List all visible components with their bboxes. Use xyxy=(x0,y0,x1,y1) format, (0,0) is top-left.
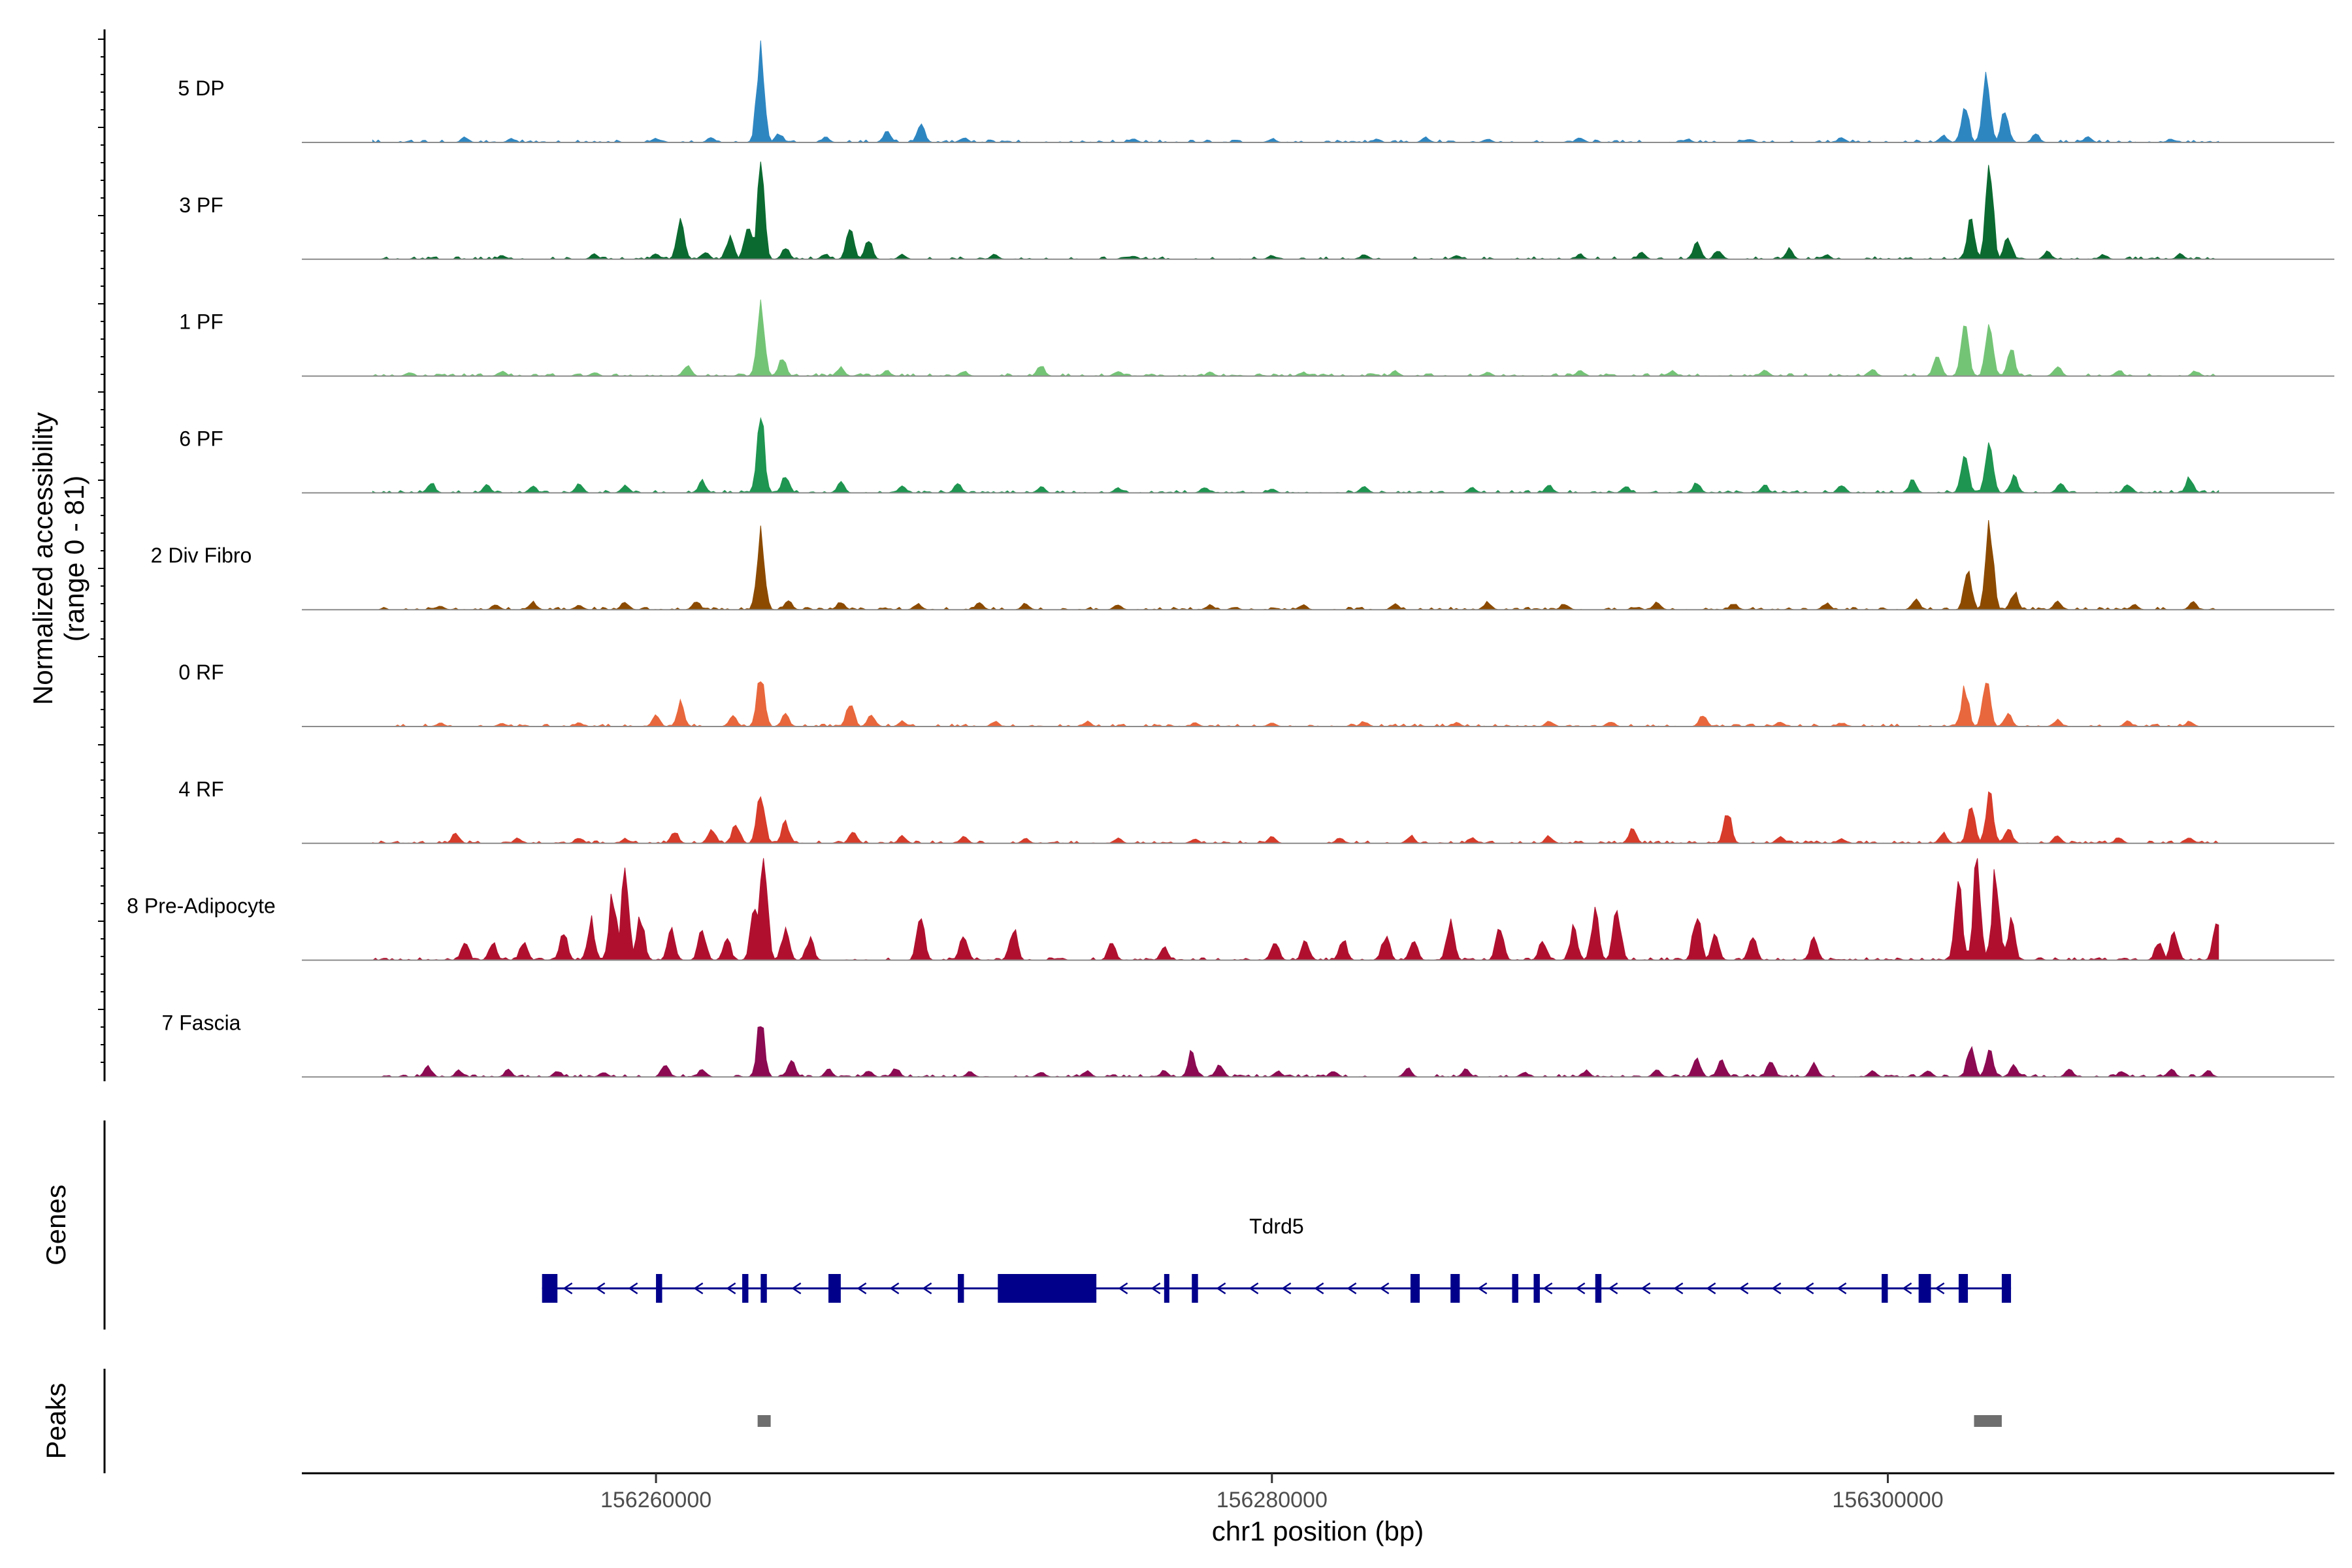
strand-arrow xyxy=(1151,1282,1161,1295)
accessibility-axis xyxy=(98,29,106,1081)
gene-exon xyxy=(1595,1274,1602,1303)
gene-model xyxy=(542,1274,2012,1303)
strand-arrow xyxy=(1249,1282,1259,1295)
gene-exon xyxy=(1882,1274,1888,1303)
track-label: 4 RF xyxy=(178,777,223,801)
gene-exon xyxy=(958,1274,964,1303)
strand-arrow xyxy=(1379,1282,1390,1295)
gene-exon xyxy=(1918,1274,1931,1303)
coverage-track: 0 RF xyxy=(178,661,2334,727)
coverage-tracks: 5 DP 3 PF 1 PF 6 PF 2 Div Fibro 0 RF 4 RF 8 Pre… xyxy=(127,40,2334,1078)
peak-regions xyxy=(757,1415,2002,1427)
peak-region xyxy=(757,1415,771,1427)
coverage-area xyxy=(371,299,2219,377)
gene-exon xyxy=(1192,1274,1198,1303)
peak-region xyxy=(1974,1415,2002,1427)
track-label: 3 PF xyxy=(179,193,223,217)
coverage-area xyxy=(372,681,2219,727)
coverage-area xyxy=(372,1026,2219,1078)
gene-exon xyxy=(1958,1274,1968,1303)
track-label: 1 PF xyxy=(179,310,223,334)
strand-arrow xyxy=(1837,1282,1847,1295)
coverage-track: 7 Fascia xyxy=(162,1011,2334,1078)
track-label: 6 PF xyxy=(179,427,223,450)
coverage-track: 3 PF xyxy=(179,161,2334,260)
track-label: 5 DP xyxy=(178,76,224,100)
genes-panel: Genes Tdrd5 xyxy=(41,1120,2012,1330)
track-label: 2 Div Fibro xyxy=(151,544,252,567)
y-axis-title-line2: (range 0 - 81) xyxy=(59,476,90,642)
coverage-track: 6 PF xyxy=(179,417,2334,494)
strand-arrow xyxy=(1543,1282,1553,1295)
strand-arrow xyxy=(1641,1282,1651,1295)
strand-arrow xyxy=(1575,1282,1586,1295)
coverage-track: 2 Div Fibro xyxy=(151,520,2334,611)
genes-panel-label: Genes xyxy=(41,1184,71,1266)
gene-exon xyxy=(542,1274,558,1303)
strand-arrow xyxy=(1804,1282,1814,1295)
coverage-track: 1 PF xyxy=(179,299,2334,377)
peaks-panel-label: Peaks xyxy=(41,1383,71,1460)
x-tick-label: 156280000 xyxy=(1217,1488,1328,1512)
strand-arrow xyxy=(1935,1282,1945,1295)
gene-exon xyxy=(656,1274,662,1303)
gene-exon xyxy=(998,1274,1097,1303)
gene-exon xyxy=(1533,1274,1540,1303)
strand-arrow xyxy=(922,1282,932,1295)
strand-arrow xyxy=(693,1282,704,1295)
gene-exon xyxy=(1450,1274,1460,1303)
strand-arrow xyxy=(1314,1282,1324,1295)
coverage-area xyxy=(372,161,2219,260)
strand-arrow xyxy=(1739,1282,1749,1295)
x-tick-label: 156300000 xyxy=(1832,1488,1943,1512)
track-label: 8 Pre-Adipocyte xyxy=(127,894,276,918)
strand-arrow xyxy=(1608,1282,1618,1295)
y-axis-title: Normalized accessibility (range 0 - 81) xyxy=(27,412,90,705)
coverage-area xyxy=(372,40,2219,143)
x-axis: 156260000 156280000 156300000 xyxy=(302,1472,2334,1512)
strand-arrow xyxy=(1118,1282,1128,1295)
y-axis-title-line1: Normalized accessibility xyxy=(27,412,58,705)
coverage-track: 8 Pre-Adipocyte xyxy=(127,858,2334,961)
strand-arrow xyxy=(595,1282,606,1295)
coverage-area xyxy=(372,791,2220,844)
strand-arrow xyxy=(889,1282,900,1295)
strand-arrow xyxy=(1281,1282,1292,1295)
strand-arrow xyxy=(857,1282,867,1295)
gene-exon xyxy=(760,1274,767,1303)
strand-arrow xyxy=(1902,1282,1912,1295)
gene-exon xyxy=(1164,1274,1169,1303)
coverage-area xyxy=(371,858,2219,961)
strand-arrow xyxy=(726,1282,736,1295)
gene-exon xyxy=(1512,1274,1518,1303)
gene-exon xyxy=(2001,1274,2012,1303)
gene-exon xyxy=(742,1274,749,1303)
gene-name-label: Tdrd5 xyxy=(1249,1215,1304,1238)
gene-exon xyxy=(1410,1274,1420,1303)
coverage-track: 4 RF xyxy=(178,777,2334,844)
strand-arrow xyxy=(1673,1282,1684,1295)
strand-arrow xyxy=(563,1282,573,1295)
track-label: 7 Fascia xyxy=(162,1011,241,1034)
strand-arrow xyxy=(1706,1282,1716,1295)
strand-arrow xyxy=(1477,1282,1488,1295)
peaks-panel: Peaks xyxy=(41,1369,2002,1473)
x-tick-label: 156260000 xyxy=(600,1488,711,1512)
strand-arrow xyxy=(1347,1282,1357,1295)
strand-arrow xyxy=(1771,1282,1782,1295)
strand-arrow xyxy=(1216,1282,1226,1295)
coverage-track: 5 DP xyxy=(178,40,2334,143)
coverage-area xyxy=(372,520,2219,610)
coverage-area xyxy=(372,417,2219,494)
track-label: 0 RF xyxy=(178,661,223,684)
strand-arrow xyxy=(791,1282,802,1295)
strand-arrow xyxy=(628,1282,638,1295)
x-axis-title: chr1 position (bp) xyxy=(1212,1516,1424,1546)
gene-exon xyxy=(828,1274,841,1303)
